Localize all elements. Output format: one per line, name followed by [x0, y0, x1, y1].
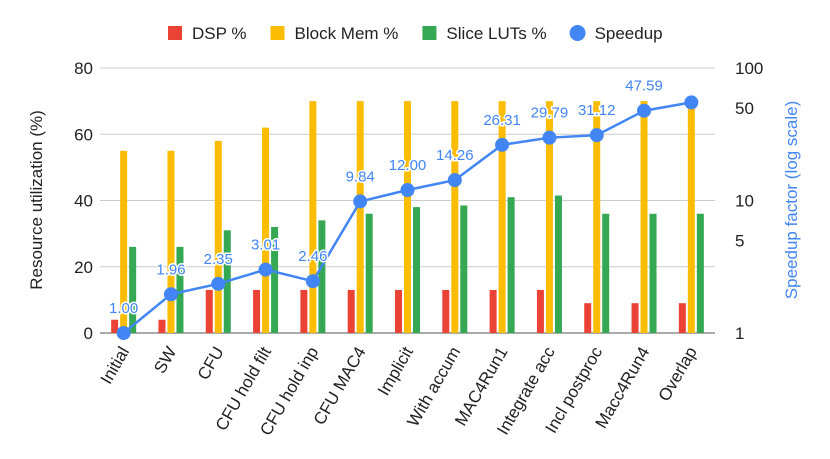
y-axis-title: Resource utilization (%)	[27, 110, 46, 290]
bar	[167, 150, 175, 333]
bar	[649, 213, 657, 333]
speedup-point	[684, 95, 699, 110]
speedup-point	[211, 276, 226, 291]
legend: DSP % Block Mem % Slice LUTs % Speedup	[168, 24, 663, 43]
bar	[545, 101, 553, 333]
y-tick-label: 60	[74, 125, 93, 144]
legend-swatch	[569, 25, 586, 41]
legend-label: Speedup	[595, 24, 663, 43]
speedup-point	[163, 287, 178, 302]
y-tick-label: 0	[84, 324, 93, 343]
legend-swatch	[270, 26, 285, 40]
legend-swatch	[168, 26, 182, 40]
bar	[602, 213, 610, 333]
y2-tick-label: 10	[735, 192, 754, 211]
bar	[253, 289, 261, 333]
bar	[309, 101, 317, 333]
bar	[460, 205, 468, 333]
bar	[451, 101, 459, 333]
speedup-point	[400, 183, 415, 198]
bar	[640, 101, 648, 333]
y2-axis-title: Speedup factor (log scale)	[782, 101, 801, 299]
speedup-point	[353, 194, 368, 209]
speedup-data-label: 29.79	[531, 105, 569, 122]
bar	[678, 303, 686, 333]
bar	[365, 213, 373, 333]
speedup-point	[447, 173, 462, 188]
y-tick-label: 20	[74, 258, 93, 277]
x-tick-label: Implicit	[374, 343, 417, 399]
bar	[271, 227, 279, 333]
speedup-data-label: 31.12	[578, 102, 616, 119]
bar	[696, 213, 704, 333]
bar	[214, 140, 222, 333]
speedup-data-label: 2.35	[204, 251, 233, 268]
speedup-data-label: 47.59	[625, 78, 663, 95]
legend-label: Block Mem %	[295, 24, 399, 43]
speedup-data-label: 2.46	[298, 248, 327, 265]
bar	[176, 246, 184, 333]
bar	[129, 246, 137, 333]
y2-tick-label: 50	[735, 99, 754, 118]
speedup-data-label: 3.01	[251, 237, 280, 254]
speedup-data-label: 12.00	[389, 157, 427, 174]
left-axis-ticks: 0 20 40 60 80	[74, 59, 93, 343]
speedup-data-label: 9.84	[346, 168, 375, 185]
bar	[584, 303, 592, 333]
x-tick-label: Initial	[97, 344, 133, 388]
x-tick-label: SW	[150, 344, 180, 377]
bar	[507, 197, 515, 333]
bar	[413, 207, 420, 333]
bar	[554, 195, 562, 333]
bar	[404, 101, 411, 333]
speedup-data-label: 14.26	[436, 147, 474, 164]
speedup-point	[589, 128, 604, 143]
legend-swatch	[422, 26, 437, 40]
y2-tick-label: 1	[735, 324, 744, 343]
bar	[593, 101, 601, 333]
y2-tick-label: 100	[735, 59, 763, 78]
y2-tick-label: 5	[735, 231, 744, 250]
bar	[111, 319, 119, 333]
speedup-line: 1.00 1.96 2.35 3.01 2.46 9.84 12.00 14.26 26.31 2…	[108, 76, 699, 340]
y-tick-label: 40	[74, 192, 93, 211]
y-tick-label: 80	[74, 59, 93, 78]
bar	[489, 289, 497, 333]
x-tick-label: Overlap	[655, 344, 701, 405]
legend-label: DSP %	[192, 24, 247, 43]
bar	[356, 101, 364, 333]
bar	[120, 150, 128, 333]
bars	[111, 101, 704, 333]
x-tick-label: CFU	[194, 344, 228, 384]
speedup-point	[637, 103, 652, 118]
speedup-point	[116, 326, 131, 340]
speedup-point	[305, 274, 320, 289]
legend-label: Slice LUTs %	[446, 24, 546, 43]
bar	[631, 303, 639, 333]
bar	[498, 101, 506, 333]
bar	[442, 289, 450, 333]
bar	[262, 127, 270, 333]
bar	[318, 220, 326, 333]
bar	[395, 289, 402, 333]
speedup-point	[542, 130, 557, 145]
speedup-data-label: 26.31	[483, 112, 521, 129]
bar	[158, 319, 166, 333]
bar	[536, 289, 544, 333]
bar	[300, 289, 308, 333]
bar	[347, 289, 355, 333]
right-axis-ticks: 1 5 10 50 100	[735, 59, 763, 343]
speedup-data-label: 1.00	[109, 300, 138, 317]
bar	[205, 289, 213, 333]
bar	[687, 101, 695, 333]
speedup-data-label: 1.96	[156, 261, 185, 278]
speedup-point	[495, 137, 510, 152]
speedup-point	[258, 262, 273, 277]
